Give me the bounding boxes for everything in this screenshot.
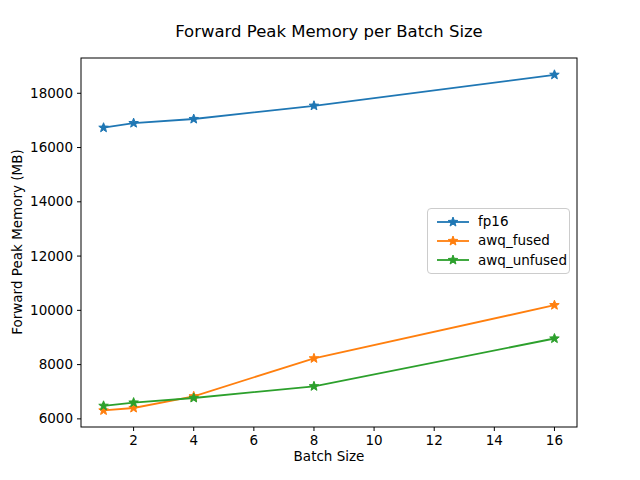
line-star-swatch-fp16 xyxy=(437,215,469,229)
legend-label: fp16 xyxy=(478,215,509,229)
x-axis-label: Batch Size xyxy=(81,448,577,464)
svg-text:8: 8 xyxy=(310,432,319,448)
legend-entry-awq-fused: awq_fused xyxy=(437,232,569,250)
legend: fp16 awq_fused awq_unfused xyxy=(427,208,570,274)
legend-label: awq_fused xyxy=(478,234,550,248)
svg-text:10000: 10000 xyxy=(30,302,73,318)
line-star-swatch-awq-unfused xyxy=(437,253,469,267)
svg-text:12000: 12000 xyxy=(30,248,73,264)
svg-text:4: 4 xyxy=(189,432,198,448)
svg-text:6000: 6000 xyxy=(39,410,73,426)
chart-figure: Forward Peak Memory per Batch Size Forwa… xyxy=(0,0,640,480)
line-star-swatch-awq-fused xyxy=(437,234,469,248)
svg-text:16: 16 xyxy=(546,432,563,448)
legend-entry-fp16: fp16 xyxy=(437,213,569,231)
svg-text:6: 6 xyxy=(250,432,259,448)
svg-text:8000: 8000 xyxy=(39,356,73,372)
svg-text:2: 2 xyxy=(129,432,138,448)
legend-entry-awq-unfused: awq_unfused xyxy=(437,251,569,269)
svg-text:14000: 14000 xyxy=(30,193,73,209)
svg-text:10: 10 xyxy=(365,432,382,448)
svg-text:14: 14 xyxy=(486,432,503,448)
svg-text:16000: 16000 xyxy=(30,139,73,155)
legend-label: awq_unfused xyxy=(478,254,567,268)
svg-text:18000: 18000 xyxy=(30,85,73,101)
svg-text:12: 12 xyxy=(426,432,443,448)
